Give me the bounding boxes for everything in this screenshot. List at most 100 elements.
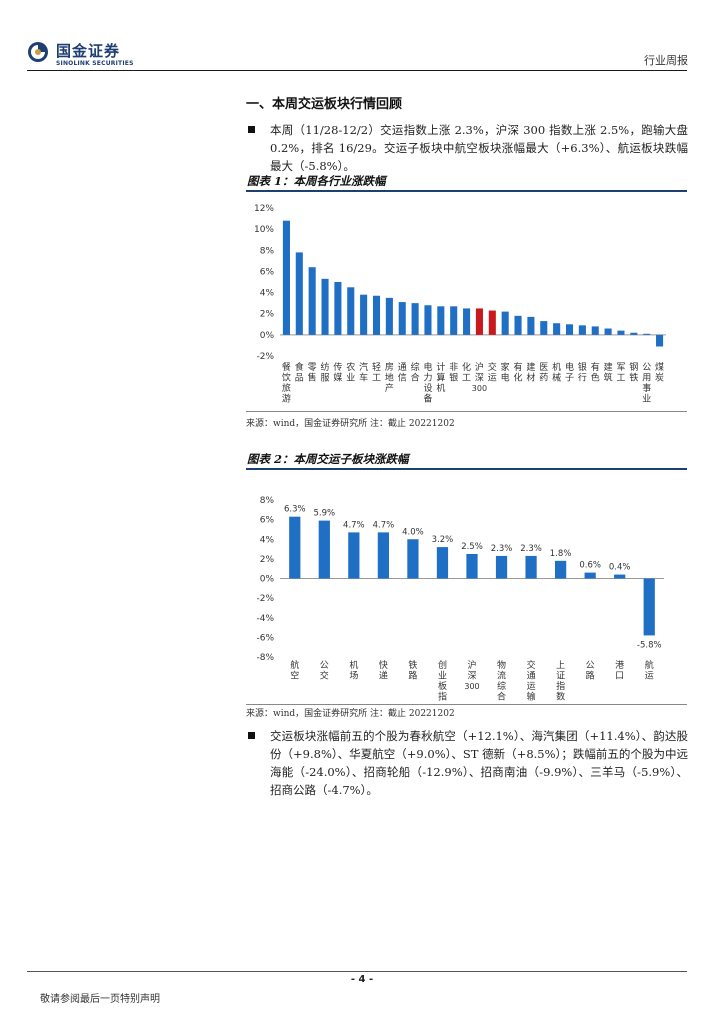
x-tick-label: 零售 — [308, 362, 317, 384]
paragraph-text: 交运板块涨幅前五的个股为春秋航空（+12.1%）、海汽集团（+11.4%）、韵达… — [270, 729, 688, 797]
bar — [407, 539, 419, 579]
y-tick-label: 2% — [260, 310, 275, 320]
x-tick-label: 物流综合 — [497, 659, 506, 702]
bar — [308, 267, 316, 335]
bar — [656, 334, 664, 347]
figure1-source: 来源：wind，国金证券研究所 注：截止 20221202 — [246, 419, 455, 429]
footer-divider — [27, 971, 687, 972]
x-tick-label: 快递 — [379, 659, 388, 682]
x-tick-label: 煤炭 — [655, 361, 664, 384]
x-tick-label: 有化 — [514, 361, 523, 384]
x-tick-label: 交通运输 — [527, 659, 536, 702]
data-label: 4.7% — [373, 520, 395, 530]
bar — [398, 302, 406, 335]
x-tick-label: 港口 — [615, 659, 624, 682]
bar — [643, 578, 655, 636]
data-label: 2.5% — [461, 542, 483, 552]
y-tick-label: 6% — [260, 267, 275, 277]
data-label: 3.2% — [432, 535, 454, 545]
x-tick-label: 公交 — [320, 660, 329, 682]
x-tick-label: 餐饮旅游 — [282, 361, 291, 405]
x-tick-label: 机场 — [349, 659, 358, 682]
x-tick-label: 上证指数 — [556, 660, 565, 702]
y-tick-label: -8% — [256, 653, 274, 663]
x-tick-label: 公路 — [586, 660, 595, 682]
x-tick-label: 房地产 — [385, 361, 394, 394]
page-number: - 4 - — [350, 974, 374, 985]
bar — [630, 332, 638, 335]
figure2-title: 图表 2：本周交运子板块涨跌幅 — [247, 452, 409, 466]
bar — [475, 308, 483, 335]
x-tick-label: 创业板指 — [438, 659, 447, 702]
bar — [295, 252, 303, 335]
header-divider — [27, 70, 687, 71]
bar — [501, 311, 509, 335]
bar — [525, 555, 537, 579]
x-tick-label: 机械 — [552, 361, 561, 384]
x-tick-label: 铁路 — [408, 659, 417, 682]
figure2-source: 来源：wind，国金证券研究所 注：截止 20221202 — [246, 709, 455, 719]
bar — [540, 321, 548, 335]
bar — [488, 310, 496, 335]
data-label: 0.4% — [609, 563, 631, 573]
bar — [553, 323, 561, 335]
bar — [466, 553, 478, 579]
bar — [348, 532, 360, 579]
data-label: 5.9% — [314, 509, 336, 519]
x-tick-label: 航运 — [645, 659, 654, 682]
bar — [289, 516, 301, 579]
x-tick-label: 非银 — [449, 361, 458, 384]
bar — [591, 326, 599, 335]
bar — [495, 555, 508, 579]
x-tick-label: 沪深 300 — [464, 659, 479, 691]
bar — [424, 305, 432, 335]
y-tick-label: 4% — [260, 289, 275, 299]
x-tick-label: 沪深 300 — [472, 361, 487, 393]
x-tick-label: 纺服 — [321, 361, 330, 384]
bar — [377, 532, 389, 579]
x-tick-label: 汽车 — [359, 361, 368, 384]
x-tick-label: 农业 — [346, 361, 355, 384]
bar — [604, 328, 612, 335]
bar — [437, 306, 445, 335]
y-tick-label: 2% — [260, 555, 275, 565]
bar — [436, 547, 449, 579]
bar — [555, 560, 567, 579]
bar — [372, 295, 381, 335]
x-tick-label: 电子 — [565, 361, 574, 384]
bar — [282, 220, 290, 335]
bullet-icon — [248, 126, 255, 133]
bar — [578, 325, 586, 335]
data-label: 2.3% — [491, 544, 513, 554]
x-tick-label: 计算机 — [436, 361, 445, 394]
data-label: -5.8% — [637, 640, 662, 650]
figure1-title: 图表 1：本周各行业涨跌幅 — [247, 174, 386, 188]
bar — [411, 303, 419, 335]
y-tick-label: 4% — [260, 535, 275, 545]
bar — [643, 333, 651, 335]
logo-text-cn: 国金证券 — [56, 42, 121, 60]
bar — [527, 316, 535, 335]
y-tick-label: -2% — [256, 594, 274, 604]
bullet-icon — [248, 732, 255, 739]
x-tick-label: 公用事业 — [642, 362, 651, 405]
x-tick-label: 电力设备 — [423, 361, 432, 405]
x-tick-label: 化工 — [462, 361, 471, 384]
bar — [318, 520, 330, 579]
y-tick-label: 0% — [260, 575, 275, 585]
data-label: 4.7% — [343, 520, 365, 530]
data-label: 4.0% — [402, 527, 424, 537]
x-tick-label: 食品 — [295, 361, 304, 384]
bar — [565, 324, 574, 335]
bar — [463, 308, 471, 335]
y-tick-label: 0% — [260, 331, 275, 341]
y-tick-label: 12% — [254, 204, 274, 214]
x-tick-label: 有色 — [591, 361, 600, 384]
bar — [385, 297, 393, 335]
bar — [617, 330, 625, 335]
industry-change-chart: 12% 10% 8% 6% 4% 2% 0% -2% 餐饮旅游食品零售纺服传媒农业汽车轻工房地产… — [254, 204, 666, 405]
figure2-top-rule — [246, 468, 687, 470]
logo-text-en: SINOLINK SECURITIES — [56, 60, 134, 67]
x-tick-label: 综合 — [411, 361, 420, 384]
x-tick-label: 通信 — [398, 362, 407, 384]
